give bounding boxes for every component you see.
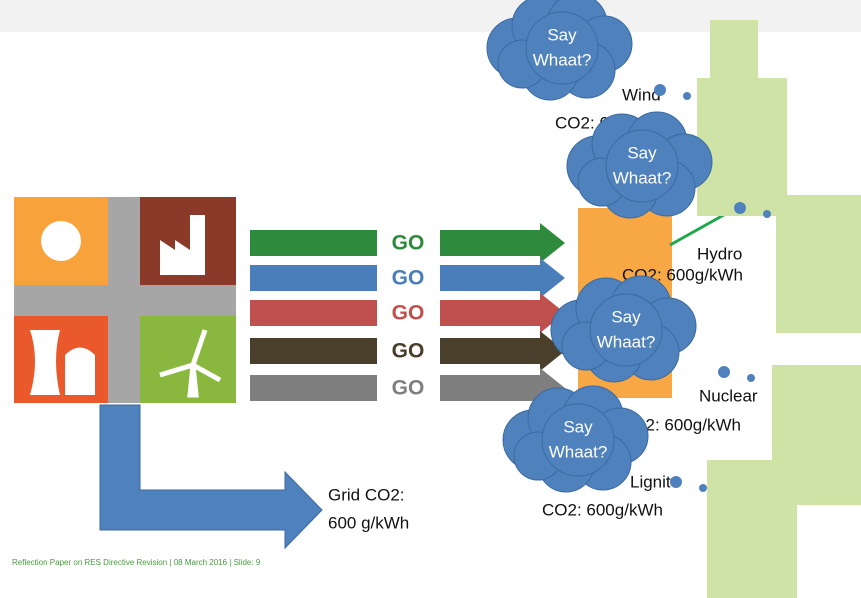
speech-cloud: Say Whaat? <box>503 386 707 492</box>
speech-cloud: Say Whaat? <box>551 276 755 382</box>
cloud-dot <box>699 484 707 492</box>
source-label: Nuclear <box>699 386 758 405</box>
cloud-text: Whaat? <box>597 332 656 351</box>
cloud-puff <box>590 294 662 366</box>
go-bar <box>250 265 377 291</box>
cloud-dot <box>747 374 755 382</box>
grid-label: Grid CO2: <box>328 485 405 504</box>
slide: GOGOGOGOGO Grid CO2: 600 g/kWh Wind CO2:… <box>0 0 861 598</box>
energy-icons <box>14 197 236 403</box>
go-bar <box>250 230 377 256</box>
cloud-text: Whaat? <box>549 442 608 461</box>
cloud-text: Say <box>563 417 593 436</box>
go-label: GO <box>392 377 425 400</box>
source-label: Hydro <box>697 244 742 263</box>
grid-value: 600 g/kWh <box>328 513 409 532</box>
cloud-dot <box>683 92 691 100</box>
cloud-puff <box>526 12 598 84</box>
footer: Reflection Paper on RES Directive Revisi… <box>12 558 261 567</box>
cloud-text: Say <box>611 307 641 326</box>
cloud-text: Say <box>547 25 577 44</box>
go-arrow <box>440 258 565 298</box>
cloud-text: Whaat? <box>613 168 672 187</box>
cloud-dot <box>718 366 730 378</box>
cloud-dot <box>654 84 666 96</box>
go-bar <box>250 338 377 364</box>
go-arrow <box>440 223 565 263</box>
go-label: GO <box>392 340 425 363</box>
go-bar <box>250 375 377 401</box>
cloud-puff <box>606 130 678 202</box>
go-bar <box>250 300 377 326</box>
cloud-text: Whaat? <box>533 50 592 69</box>
go-label: GO <box>392 232 425 255</box>
source-co2: CO2: 600g/kWh <box>542 500 663 519</box>
go-label: GO <box>392 302 425 325</box>
grid-arrow <box>100 405 322 548</box>
cloud-puff <box>542 404 614 476</box>
cloud-text: Say <box>627 143 657 162</box>
cloud-dot <box>763 210 771 218</box>
go-arrow <box>440 293 565 333</box>
go-label: GO <box>392 267 425 290</box>
cartoons <box>697 20 861 598</box>
cloud-dot <box>734 202 746 214</box>
cloud-dot <box>670 476 682 488</box>
go-arrow <box>440 331 565 371</box>
